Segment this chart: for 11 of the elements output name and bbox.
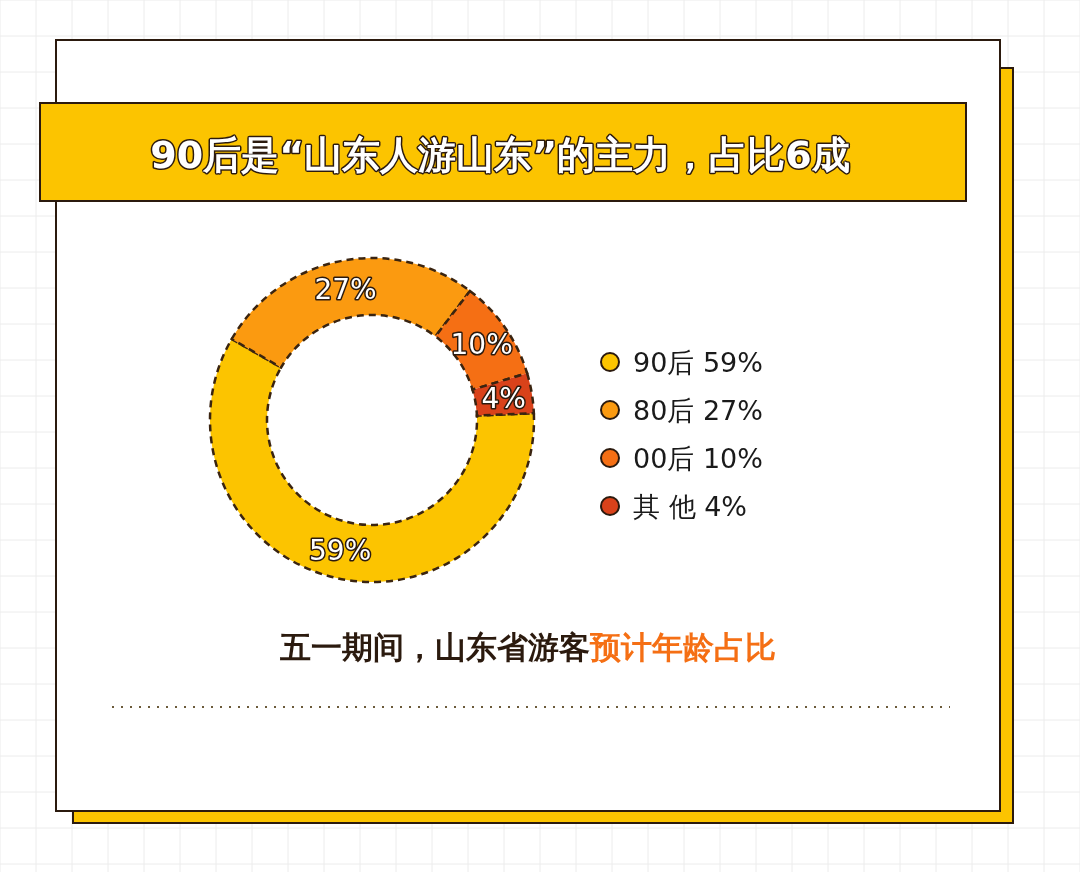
legend-label: 80后 27% [633,395,763,426]
text: 预计年龄占比 [589,629,776,665]
text: 五一期间，山东省游客 [279,629,590,665]
legend-label: 90后 59% [633,347,763,378]
legend-label: 00后 10% [633,443,763,474]
data-label: 10% [450,327,513,361]
chart-title: 90后是“山东人游山东”的主力，占比6成 [150,133,850,177]
data-label: 59% [309,533,372,567]
data-label: 27% [314,273,377,307]
data-label: 4% [481,381,526,415]
legend-label: 其 他 4% [633,491,747,522]
